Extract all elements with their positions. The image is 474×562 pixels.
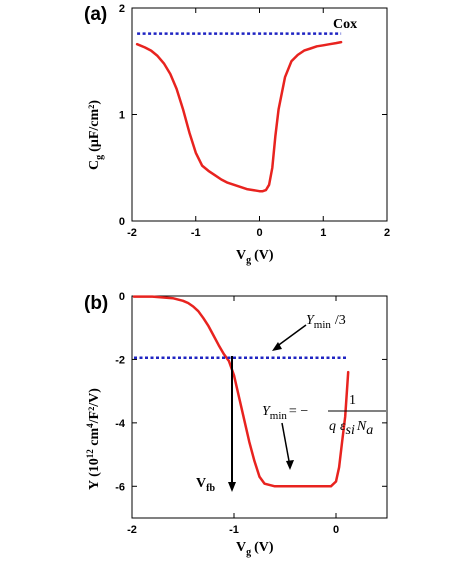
ymin-formula-lhs: Ymin = −	[262, 404, 308, 422]
vfb-label-main: V	[196, 476, 206, 491]
data-curve	[135, 40, 343, 193]
cox-label: Cox	[333, 17, 357, 32]
panel-a-x-axis-label: Vg (V)	[236, 248, 274, 266]
panel-b-frame	[131, 295, 388, 519]
panel-b-x-label-unit: (V)	[254, 540, 274, 555]
x-tick-label: -2	[127, 524, 137, 536]
panel-b-y-label-end: /F²/V)	[87, 388, 102, 425]
y-tick-label: -4	[115, 418, 126, 430]
ymin3-arrow-head	[272, 342, 282, 351]
panel-a-x-label-unit: (V)	[254, 248, 274, 263]
frac-q: q	[329, 419, 336, 434]
vfb-label: Vfb	[196, 476, 215, 494]
frac-N-sub: a	[366, 423, 373, 438]
data-curve	[132, 295, 350, 488]
panel-a-series	[135, 32, 343, 193]
ymin-eq: = −	[289, 404, 308, 419]
panel-a-y-label-unit: (µF/cm²)	[87, 100, 102, 152]
panel-a-y-ticks: 0 1 2	[119, 3, 387, 228]
y-tick-label: 2	[119, 3, 125, 15]
ymin3-Y: Y	[306, 313, 316, 328]
panel-a-frame	[131, 7, 388, 222]
y-tick-label: 0	[119, 216, 125, 228]
frac-eps: ε	[340, 419, 346, 434]
panel-b-y-label-mid: cm	[87, 428, 102, 450]
panel-b-x-axis-label: Vg (V)	[236, 540, 274, 558]
x-tick-label: 2	[384, 227, 390, 239]
y-tick-label: -6	[115, 481, 125, 493]
vfb-label-sub: fb	[206, 483, 215, 494]
panel-b-y-axis-label: Y (1012 cm4/F²/V)	[85, 388, 102, 490]
ymin-Y: Y	[262, 404, 272, 419]
panel-b-series	[132, 295, 350, 488]
frac-N: N	[356, 419, 367, 434]
ymin-sub: min	[270, 410, 288, 422]
panel-a-label: (a)	[84, 4, 107, 25]
panel-a-y-label-main: C	[87, 160, 102, 170]
x-tick-label: -1	[229, 524, 239, 536]
panel-b-y-ticks: 0 -2 -4 -6	[115, 291, 387, 493]
y-tick-label: 0	[119, 291, 125, 303]
panel-b-x-ticks: -2 -1 0	[127, 296, 339, 536]
x-tick-label: 0	[256, 227, 262, 239]
panel-a-y-axis-label: Cg (µF/cm²)	[87, 100, 105, 170]
ymin3-sub: min	[314, 319, 332, 331]
panel-b-x-label-main: V	[236, 540, 246, 555]
panel-b-y-label-main: Y (10	[87, 458, 102, 490]
panel-a-x-label-main: V	[236, 248, 246, 263]
panel-b-y-label-exp1: 12	[85, 449, 95, 459]
x-tick-label: 0	[333, 524, 339, 536]
panel-b-label: (b)	[84, 293, 108, 314]
panel-a-x-ticks: -2 -1 0 1 2	[127, 8, 390, 239]
vfb-arrow-head	[228, 482, 236, 492]
panel-a-x-label-sub: g	[246, 255, 251, 266]
ymin3-tail: /3	[335, 313, 346, 328]
ymin3-label: Ymin/3	[306, 313, 346, 331]
panel-b: (b) -2 -1 0 0-2-4-6 Vfb Ymin/3 Ymin = − 1 q…	[84, 291, 388, 558]
x-tick-label: -2	[127, 227, 137, 239]
panel-b-y-label-exp2: 4	[85, 423, 95, 428]
y-tick-label: -2	[115, 354, 125, 366]
ymin3-arrow-shaft	[275, 324, 307, 348]
x-tick-label: 1	[320, 227, 326, 239]
frac-denominator: q εsi Na	[329, 419, 373, 438]
x-tick-label: -1	[191, 227, 201, 239]
ymin-arrow-shaft	[281, 422, 290, 462]
panel-a-y-label-sub: g	[94, 155, 105, 160]
ymin-arrow-head	[286, 460, 294, 470]
panel-a: (a) -2 -1 0 1 2 012 Cox Vg (V) Cg(µF/cm²)	[84, 3, 390, 266]
frac-eps-sub: si	[346, 423, 355, 438]
panel-b-x-label-sub: g	[246, 547, 251, 558]
y-tick-label: 1	[119, 110, 125, 122]
frac-numerator: 1	[349, 393, 356, 408]
